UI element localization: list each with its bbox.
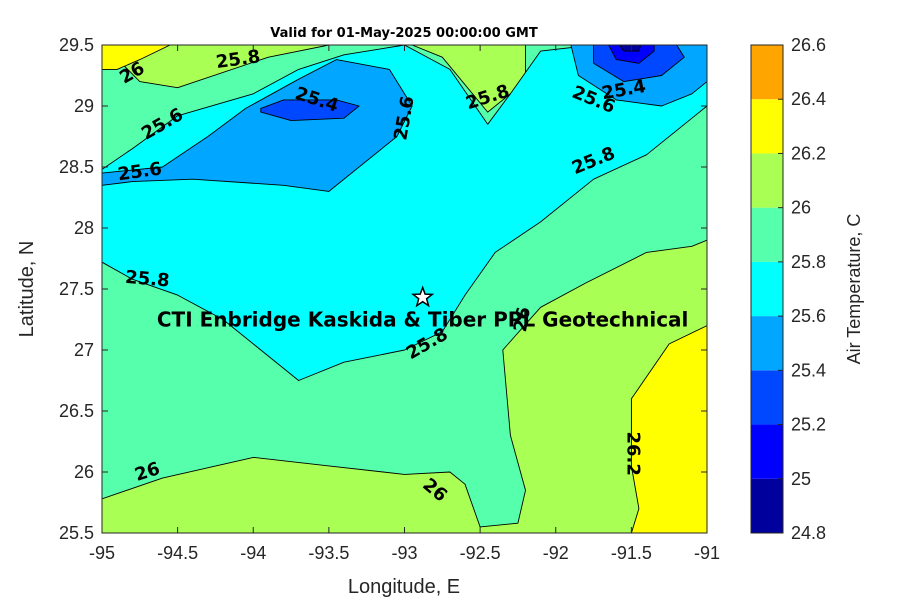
contour-region-3	[102, 59, 413, 192]
colorbar-tick-label: 24.8	[791, 523, 826, 543]
contour-region-5	[260, 99, 360, 122]
colorbar-segment	[751, 261, 783, 317]
y-tick-label: 28.5	[59, 157, 94, 177]
colorbar-segment	[751, 153, 783, 208]
contour-label: 25.8	[124, 267, 170, 292]
colorbar-tick-label: 26	[791, 198, 811, 218]
colorbar-segment	[751, 478, 783, 533]
x-tick-label: -93.5	[308, 543, 349, 563]
contour-label: 26	[510, 305, 535, 333]
colorbar: 24.8 25 25.2 25.4 25.6 25.8 26 26.2 26.4 26.6	[750, 35, 826, 543]
colorbar-segment	[751, 370, 783, 425]
x-tick-label: -94.5	[157, 543, 198, 563]
y-tick-label: 29	[74, 96, 94, 116]
y-axis-label: Latitude, N	[16, 241, 38, 338]
colorbar-tick-label: 26.6	[791, 35, 826, 55]
y-tick-label: 28	[74, 218, 94, 238]
y-tick-label: 25.5	[59, 523, 94, 543]
y-tick-label: 29.5	[59, 35, 94, 55]
chart-title: Valid for 01-May-2025 00:00:00 GMT	[270, 26, 538, 41]
y-tick-label: 27	[74, 340, 94, 360]
y-tick-label: 27.5	[59, 279, 94, 299]
x-tick-label: -92.5	[460, 543, 501, 563]
y-tick-label: 26	[74, 462, 94, 482]
contour-region-7	[608, 45, 655, 64]
colorbar-label: Air Temperature, C	[844, 214, 864, 365]
contour-label: 26.2	[622, 431, 643, 475]
colorbar-tick-label: 25.2	[791, 415, 826, 435]
x-tick-label: -91	[694, 543, 720, 563]
x-axis-label: Longitude, E	[348, 576, 460, 598]
x-tick-label: -94	[240, 543, 266, 563]
colorbar-tick-label: 25.4	[791, 360, 826, 380]
x-tick-label: -92	[543, 543, 569, 563]
colorbar-tick-label: 25.8	[791, 252, 826, 272]
contour-region-8	[618, 45, 641, 52]
colorbar-segment	[751, 45, 783, 100]
contour-region-9	[630, 325, 707, 533]
y-axis: 25.5 26 26.5 27 27.5 28 28.5 29 29.5	[59, 35, 707, 543]
colorbar-tick-label: 26.4	[791, 89, 826, 109]
colorbar-tick-label: 26.2	[791, 143, 826, 163]
colorbar-segment	[751, 424, 783, 479]
x-tick-label: -95	[89, 543, 115, 563]
contour-region-10	[102, 45, 171, 70]
x-axis: -95 -94.5 -94 -93.5 -93 -92.5 -92 -91.5 -91	[89, 45, 720, 563]
x-tick-label: -93	[391, 543, 417, 563]
colorbar-segment	[751, 316, 783, 371]
x-tick-label: -91.5	[611, 543, 652, 563]
y-tick-label: 26.5	[59, 401, 94, 421]
colorbar-tick-label: 25.6	[791, 306, 826, 326]
colorbar-segment	[751, 207, 783, 262]
site-annotation: CTI Enbridge Kaskida & Tiber PPL Geotech…	[157, 308, 689, 332]
colorbar-segment	[751, 99, 783, 154]
colorbar-tick-label: 25	[791, 469, 811, 489]
colorbar-frame	[750, 44, 784, 534]
site-star-marker	[411, 285, 435, 308]
